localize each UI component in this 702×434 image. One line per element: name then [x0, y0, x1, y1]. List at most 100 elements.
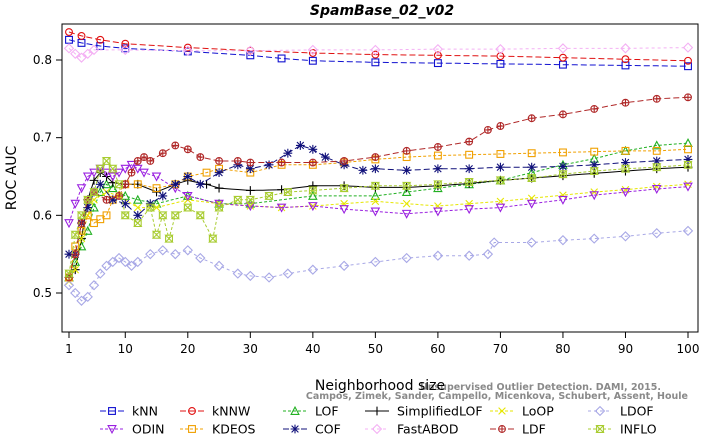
x-tick-label: 90 [618, 342, 633, 356]
data-point-inflo [133, 219, 143, 228]
data-point-odin [589, 191, 600, 201]
data-point-fastabod [557, 43, 569, 54]
data-point-cof [358, 165, 368, 175]
data-point-cof [64, 249, 74, 259]
data-point-inflo [76, 211, 87, 220]
legend-label: KDEOS [212, 422, 256, 434]
legend-item-odin: ODIN [100, 422, 165, 434]
data-point-inflo [214, 203, 224, 212]
data-point-odin [107, 172, 118, 182]
data-point-odin [683, 182, 693, 192]
data-point-odin [370, 207, 381, 217]
x-tick-label: 50 [368, 342, 383, 356]
data-point-kdeos [152, 184, 161, 193]
data-point-lof [651, 140, 662, 150]
data-point-cof [402, 165, 412, 175]
data-point-cof [158, 191, 168, 201]
data-point-ldof [307, 264, 319, 275]
watermark-line-citation: Unsupervised Outlier Detection. DAMI, 20… [420, 382, 661, 393]
data-point-cof [527, 162, 537, 172]
series-line-lof [68, 142, 689, 278]
data-point-odin [276, 203, 287, 213]
data-point-ldof [101, 260, 112, 271]
data-point-cof [83, 203, 93, 212]
data-point-kdeos [202, 168, 211, 177]
data-point-lof [82, 225, 93, 235]
data-point-ldf [171, 141, 180, 150]
legend-item-ldof: LDOF [588, 404, 654, 419]
x-tick-label: 100 [677, 342, 700, 356]
data-point-ldf [127, 168, 136, 177]
data-point-inflo [151, 230, 162, 239]
data-point-odin [433, 207, 443, 217]
data-point-ldof [82, 291, 93, 303]
data-point-cof [433, 164, 443, 174]
data-point-ldf [246, 158, 255, 167]
data-point-ldf [684, 93, 692, 102]
data-point-cof [370, 164, 380, 174]
data-point-knnw [621, 55, 630, 64]
legend-item-ldf: LDF [490, 422, 546, 434]
data-point-ldf [233, 157, 242, 165]
data-point-cof [496, 162, 505, 172]
data-point-fastabod [88, 44, 100, 56]
legend-item-lof: LOF [283, 404, 339, 419]
data-point-fastabod [370, 44, 381, 56]
data-point-ldf [140, 153, 148, 161]
data-point-ldof [682, 225, 694, 237]
legend-item-fastabod: FastABOD [365, 422, 459, 434]
data-point-knnw [496, 52, 505, 61]
data-point-ldof [76, 295, 87, 306]
legend-label: LOF [315, 404, 339, 419]
data-point-odin [64, 219, 74, 229]
data-point-odin [151, 172, 162, 182]
data-point-ldf [215, 157, 224, 165]
data-point-ldof [488, 237, 500, 248]
data-point-inflo [526, 174, 537, 183]
legend-swatch-marker [188, 425, 196, 433]
data-point-fastabod [620, 43, 631, 54]
legend-item-knnw: kNNW [180, 404, 250, 419]
legend-swatch-marker [290, 424, 300, 434]
data-point-kdeos [527, 149, 536, 158]
data-point-fastabod [120, 44, 131, 56]
data-point-ldf [652, 94, 661, 103]
data-point-odin [558, 195, 568, 205]
data-point-ldf [371, 153, 380, 161]
data-point-ldof [132, 256, 143, 268]
data-point-ldf [496, 122, 505, 130]
data-point-ldf [590, 105, 599, 113]
data-point-ldof [401, 252, 412, 264]
data-point-inflo [652, 163, 662, 172]
data-point-ldof [170, 248, 181, 260]
data-point-inflo [70, 230, 80, 239]
data-point-odin [182, 191, 193, 201]
data-point-inflo [233, 195, 243, 204]
data-point-kdeos [621, 146, 630, 155]
data-point-fastabod [70, 48, 81, 59]
plot-series [63, 28, 694, 306]
data-point-kdeos [590, 147, 599, 156]
legend-swatch-marker [498, 407, 506, 415]
data-point-ldof [195, 252, 206, 264]
data-point-odin [339, 205, 349, 215]
data-point-ldf [115, 192, 123, 200]
data-point-kdeos [558, 148, 567, 157]
data-point-inflo [433, 180, 443, 189]
data-point-ldof [370, 256, 381, 268]
data-point-ldf [433, 143, 442, 151]
data-point-inflo [114, 180, 124, 189]
data-point-ldf [402, 147, 411, 155]
data-point-odin [76, 184, 87, 194]
data-point-cof [264, 160, 274, 170]
series-line-odin [68, 164, 689, 224]
data-point-inflo [183, 203, 193, 212]
data-point-inflo [64, 269, 74, 278]
data-point-ldof [63, 280, 75, 291]
data-point-ldf [621, 98, 630, 107]
data-point-ldf [196, 153, 205, 161]
y-axis-label: ROC AUC [4, 145, 20, 210]
data-point-knnw [183, 43, 192, 52]
data-point-cof [95, 179, 105, 189]
data-point-inflo [245, 195, 256, 204]
